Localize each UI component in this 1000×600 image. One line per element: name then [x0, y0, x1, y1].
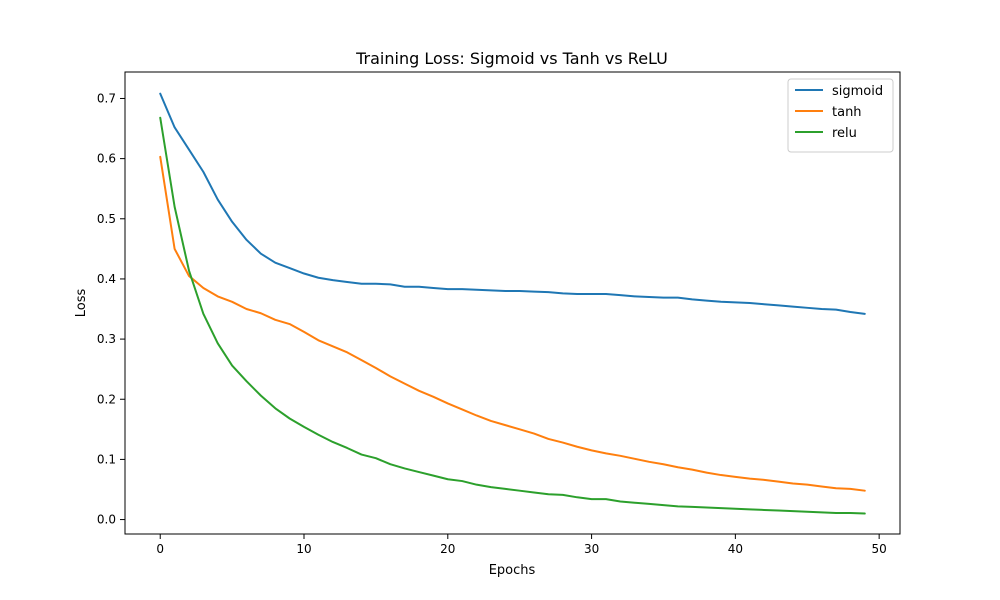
series-line-tanh — [159, 155, 866, 492]
legend-label-sigmoid: sigmoid — [832, 84, 883, 99]
legend-label-tanh: tanh — [832, 105, 862, 120]
series-line-relu — [159, 116, 866, 515]
legend: sigmoid tanh relu — [787, 78, 894, 153]
x-tick-label: 10 — [296, 542, 311, 556]
chart-title: Training Loss: Sigmoid vs Tanh vs ReLU — [355, 49, 668, 68]
x-tick-label: 40 — [728, 542, 743, 556]
y-tick-label: 0.4 — [97, 272, 116, 286]
y-tick-label: 0.3 — [97, 332, 116, 346]
legend-frame — [787, 78, 894, 153]
x-axis-label: Epochs — [489, 563, 536, 578]
x-tick-label: 50 — [872, 542, 887, 556]
x-tick-label: 0 — [156, 542, 164, 556]
x-tick-label: 20 — [440, 542, 455, 556]
y-tick-label: 0.1 — [97, 452, 116, 466]
series-group — [159, 92, 866, 515]
y-tick-label: 0.7 — [97, 91, 116, 105]
legend-label-relu: relu — [832, 126, 857, 141]
y-axis: 0.0 0.1 0.2 0.3 0.4 0.5 0.6 0.7 — [97, 91, 125, 527]
y-tick-label: 0.0 — [97, 513, 116, 527]
x-tick-label: 30 — [584, 542, 599, 556]
x-axis: 0 10 20 30 40 50 — [156, 534, 887, 556]
plot-area-frame — [124, 71, 901, 535]
y-axis-label: Loss — [74, 289, 89, 318]
y-tick-label: 0.6 — [97, 152, 116, 166]
y-tick-label: 0.5 — [97, 212, 116, 226]
y-tick-label: 0.2 — [97, 392, 116, 406]
series-line-sigmoid — [159, 92, 866, 315]
